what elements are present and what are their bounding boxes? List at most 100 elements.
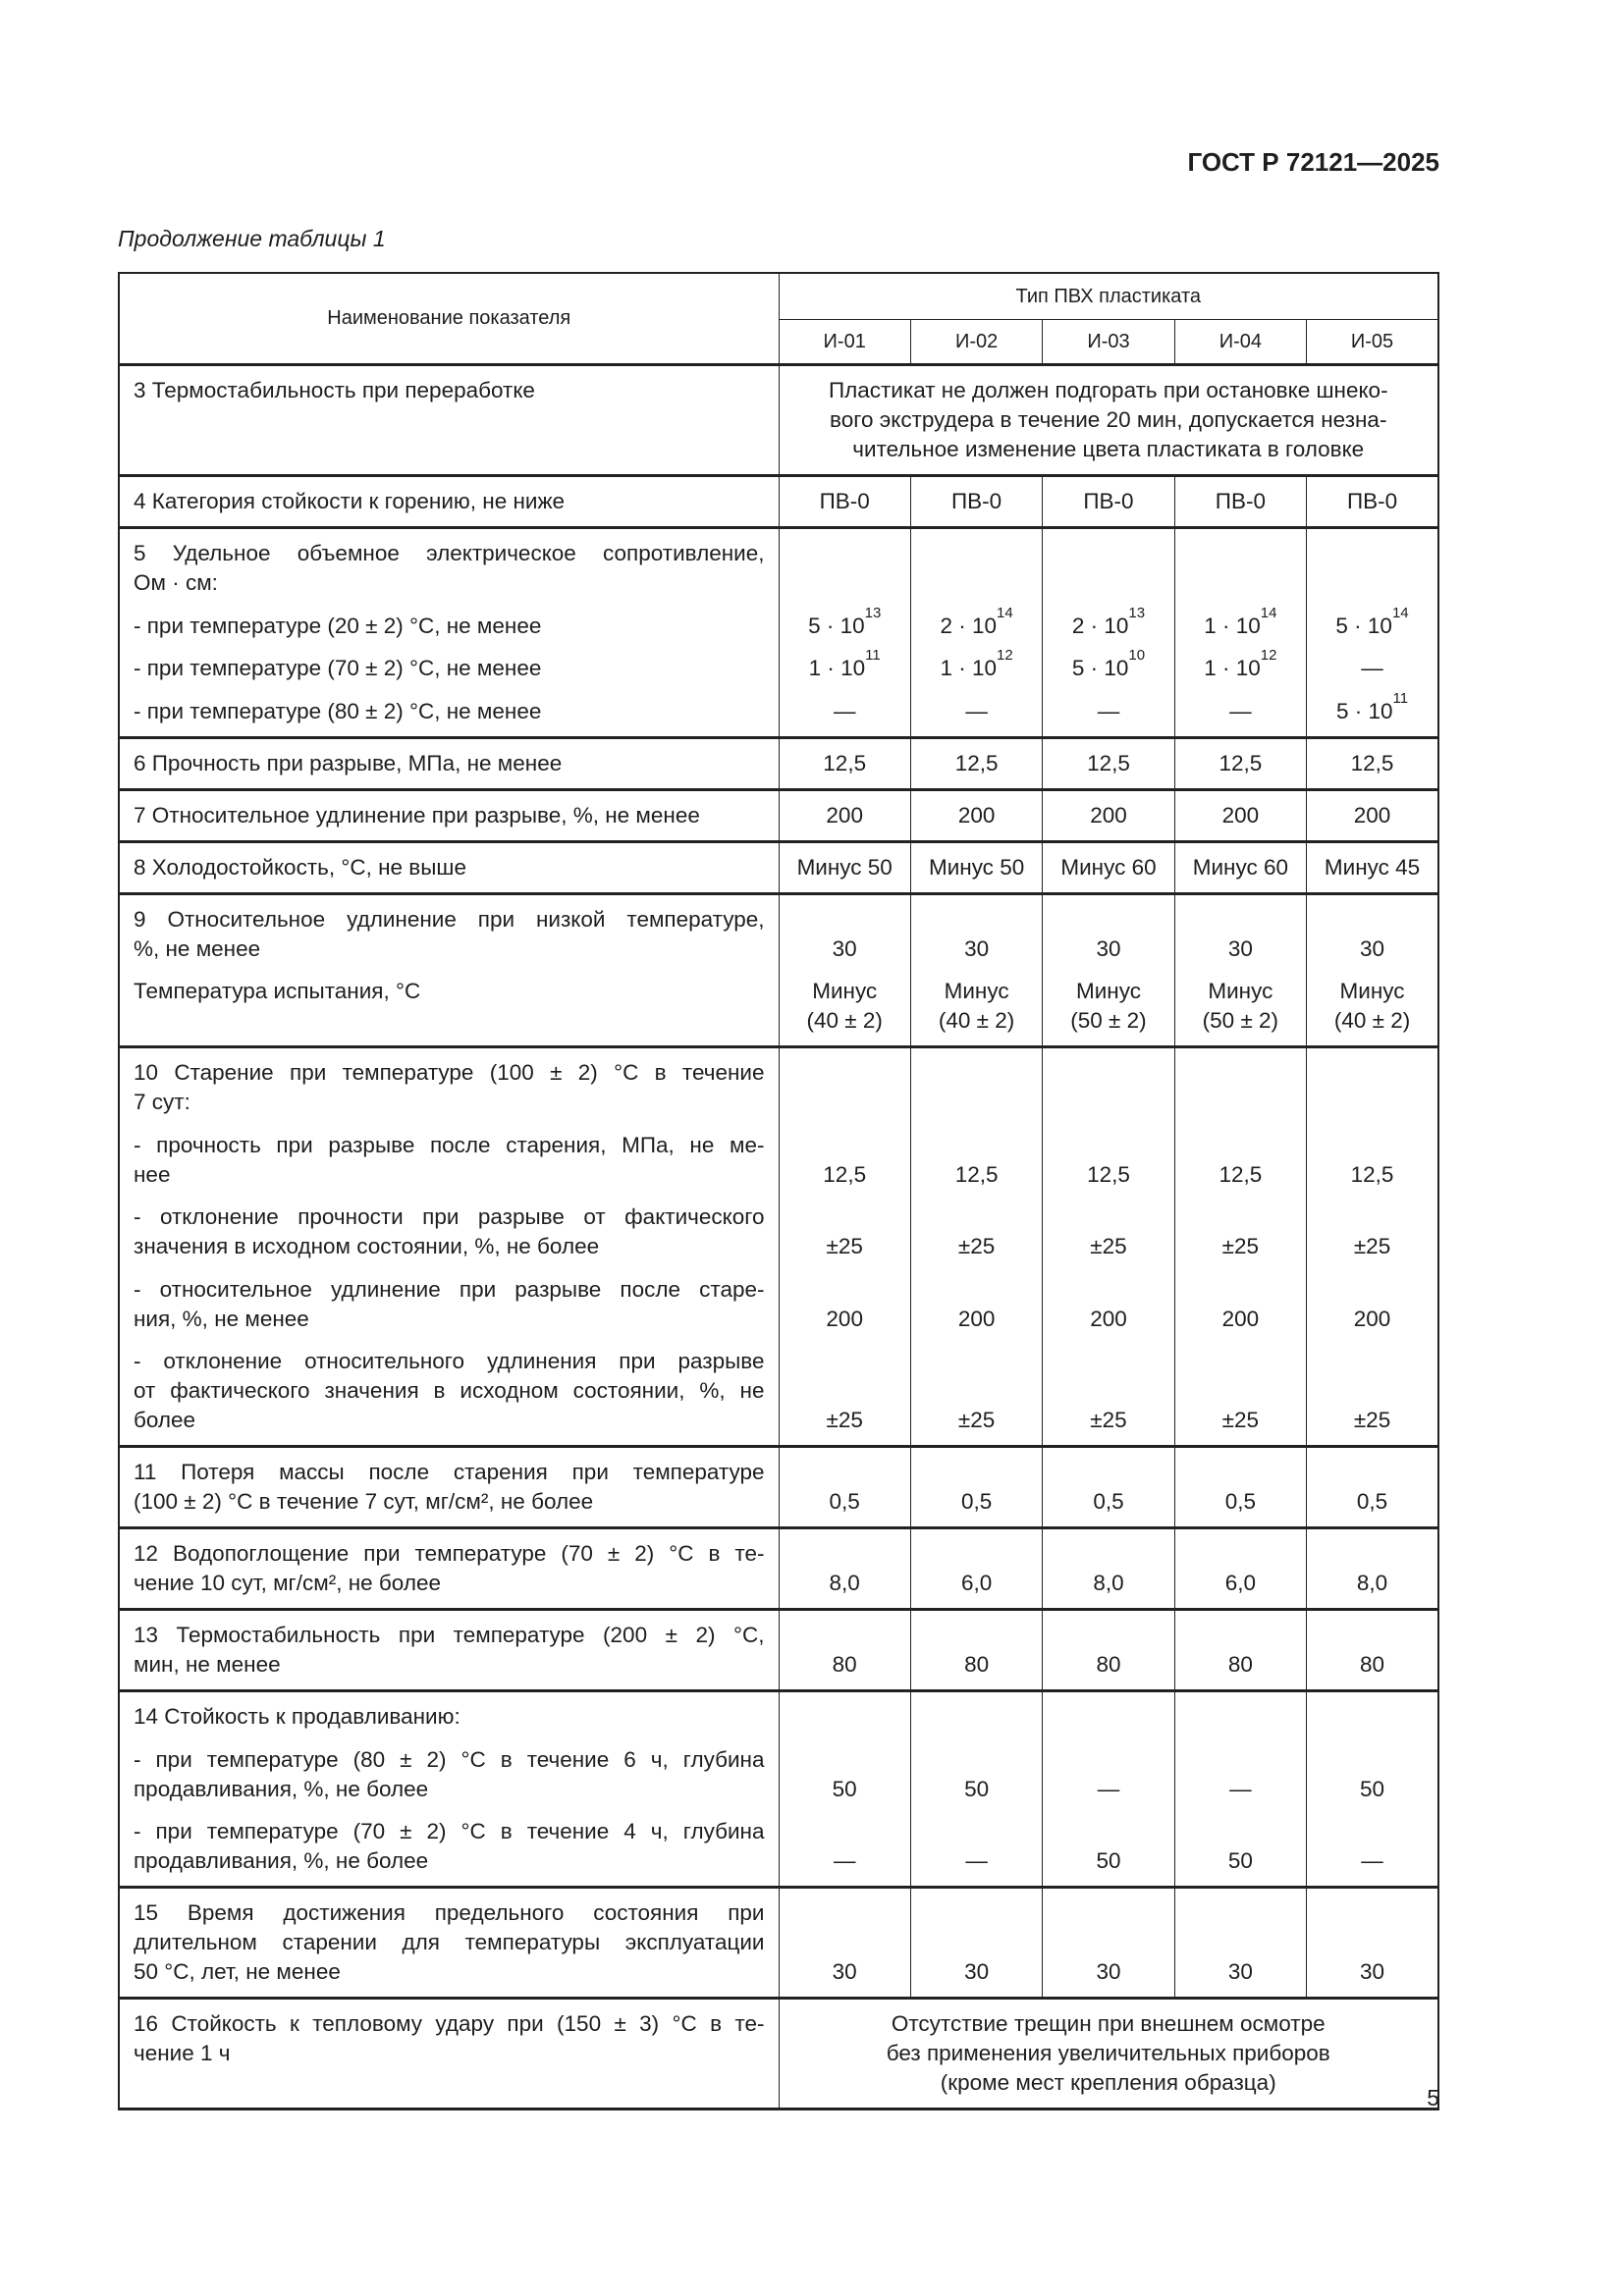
value-cell-И-02: 80 bbox=[909, 1608, 1044, 1692]
value-text: (50 ± 2) bbox=[1070, 1008, 1147, 1033]
value-item: 8,0 bbox=[1047, 1539, 1169, 1598]
value-cell-И-01: 50 — bbox=[778, 1689, 911, 1889]
value-cell-И-04: ПВ-0 bbox=[1173, 474, 1308, 529]
value-text: 6,0 bbox=[1224, 1571, 1256, 1595]
value-cell-И-04: — 50 bbox=[1173, 1689, 1308, 1889]
value-cell-И-05: 50 — bbox=[1306, 1689, 1439, 1889]
value-item: 0,5 bbox=[1179, 1458, 1302, 1517]
value-item: Минус (50 ± 2) bbox=[1047, 977, 1169, 1036]
indicator-text: - относительное удлинение при разрыве по… bbox=[134, 1276, 765, 1302]
value-text: 30 bbox=[1227, 1959, 1253, 1984]
value-text: Минус bbox=[1339, 979, 1405, 1003]
indicator-item: - отклонение относительного удлинения пр… bbox=[134, 1347, 765, 1435]
indicator-name-cell: 13 Термостабильность при температуре (20… bbox=[118, 1608, 780, 1692]
indicator-name-cell: 9 Относительное удлинение при низкой тем… bbox=[118, 891, 780, 1048]
table-row: 15 Время достижения предельного состояни… bbox=[118, 1886, 1439, 2000]
value-cell-И-04: 200 bbox=[1173, 787, 1308, 843]
value-item bbox=[1311, 1058, 1434, 1117]
value-item: — bbox=[1047, 1745, 1169, 1804]
value-text: ±25 bbox=[1353, 1408, 1391, 1432]
value-text: — bbox=[965, 1848, 988, 1873]
value-text: 0,5 bbox=[829, 1489, 860, 1514]
value-text: — bbox=[1229, 698, 1252, 723]
indicator-name-cell: 7 Относительное удлинение при разрыве, %… bbox=[118, 787, 780, 843]
value-item: — bbox=[784, 697, 906, 726]
value-text: 80 bbox=[1096, 1652, 1121, 1677]
value-text: Минус bbox=[812, 979, 878, 1003]
value-text: 12,5 bbox=[1087, 1161, 1130, 1187]
value-text: 12,5 bbox=[823, 1161, 867, 1187]
value-exponent: 14 bbox=[997, 604, 1013, 621]
value-item: — bbox=[1047, 697, 1169, 726]
indicator-name-cell: 8 Холодостойкость, °С, не выше bbox=[118, 839, 780, 895]
value-text: 12,5 bbox=[1218, 1161, 1263, 1187]
value-text: 1 · 1011 bbox=[784, 648, 906, 683]
value-text: 200 bbox=[1090, 802, 1127, 828]
value-text: ±25 bbox=[1090, 1234, 1127, 1258]
value-cell-И-01: 5 · 1013 1 · 1011 — bbox=[778, 526, 911, 739]
table-row: 11 Потеря массы после старения при темпе… bbox=[118, 1445, 1439, 1529]
value-cell-И-04: 80 bbox=[1173, 1608, 1308, 1692]
value-text: 12,5 bbox=[1087, 750, 1130, 775]
value-text: 1 · 1014 bbox=[1179, 606, 1302, 641]
value-text: 50 bbox=[1360, 1776, 1385, 1801]
value-cell-И-02: ПВ-0 bbox=[909, 474, 1044, 529]
value-text: 12,5 bbox=[1218, 750, 1263, 775]
value-item: 200 bbox=[915, 1275, 1038, 1334]
merged-value-text: чительное изменение цвета пластиката в г… bbox=[852, 437, 1365, 461]
value-item: 200 bbox=[1047, 801, 1169, 830]
value-text: 1 · 1012 bbox=[915, 648, 1038, 683]
value-item: Минус (50 ± 2) bbox=[1179, 977, 1302, 1036]
value-text: 200 bbox=[826, 802, 863, 828]
value-item: — bbox=[1179, 1745, 1302, 1804]
value-cell-И-05: 30 bbox=[1306, 1886, 1439, 2000]
value-text: (50 ± 2) bbox=[1202, 1008, 1279, 1033]
value-item: ПВ-0 bbox=[784, 487, 906, 516]
value-text: 30 bbox=[1096, 935, 1121, 961]
indicator-item: 14 Стойкость к продавливанию: bbox=[134, 1702, 765, 1732]
value-item: 12,5 bbox=[1179, 749, 1302, 778]
value-text: — bbox=[1361, 1848, 1383, 1873]
value-text: 30 bbox=[1360, 1959, 1385, 1984]
value-cell-И-01: 80 bbox=[778, 1608, 911, 1692]
value-item: — bbox=[1179, 697, 1302, 726]
value-text: Минус bbox=[1075, 979, 1141, 1003]
indicator-name-cell: 11 Потеря массы после старения при темпе… bbox=[118, 1445, 780, 1529]
value-text: ±25 bbox=[826, 1234, 863, 1258]
value-item: 6,0 bbox=[915, 1539, 1038, 1598]
table-row: 5 Удельное объемное электрическое сопрот… bbox=[118, 526, 1439, 739]
value-item bbox=[1311, 539, 1434, 598]
value-text: ±25 bbox=[1090, 1408, 1127, 1432]
value-item: ПВ-0 bbox=[1047, 487, 1169, 516]
value-item: ±25 bbox=[1047, 1202, 1169, 1261]
value-item: — bbox=[1311, 654, 1434, 683]
indicator-text: 3 Термостабильность при переработке bbox=[134, 378, 535, 402]
value-item: ПВ-0 bbox=[1179, 487, 1302, 516]
value-item: 5 · 1010 bbox=[1047, 648, 1169, 683]
value-exponent: 13 bbox=[864, 604, 882, 621]
value-text: 30 bbox=[832, 1959, 857, 1984]
value-item bbox=[915, 1702, 1038, 1732]
value-text: — bbox=[1097, 698, 1120, 723]
value-text: ПВ-0 bbox=[950, 489, 1002, 513]
indicator-text: 10 Старение при температуре (100 ± 2) °С… bbox=[134, 1060, 765, 1085]
value-text: Минус 60 bbox=[1060, 854, 1157, 880]
value-item: 12,5 bbox=[915, 1131, 1038, 1190]
value-mantissa: 1 · 10 bbox=[1204, 613, 1261, 638]
indicator-text: 6 Прочность при разрыве, МПа, не менее bbox=[134, 750, 563, 775]
indicator-item: 7 Относительное удлинение при разрыве, %… bbox=[134, 801, 765, 830]
value-item: — bbox=[915, 1817, 1038, 1876]
value-mantissa: 5 · 10 bbox=[1335, 613, 1392, 638]
value-text: 30 bbox=[1096, 1959, 1121, 1984]
value-item: 30 bbox=[915, 905, 1038, 964]
value-text: 200 bbox=[1353, 1306, 1391, 1331]
indicator-text: 11 Потеря массы после старения при темпе… bbox=[134, 1460, 765, 1484]
indicator-text: - при температуре (80 ± 2) °С, не менее bbox=[134, 698, 542, 723]
value-cell-И-04: 6,0 bbox=[1173, 1526, 1308, 1611]
value-item: Минус (40 ± 2) bbox=[915, 977, 1038, 1036]
indicator-name-cell: 5 Удельное объемное электрическое сопрот… bbox=[118, 526, 780, 739]
value-cell-И-02: 200 bbox=[909, 787, 1044, 843]
value-item: Минус 60 bbox=[1179, 853, 1302, 882]
value-cell-И-05: ПВ-0 bbox=[1306, 474, 1439, 529]
value-text: 12,5 bbox=[954, 750, 999, 775]
